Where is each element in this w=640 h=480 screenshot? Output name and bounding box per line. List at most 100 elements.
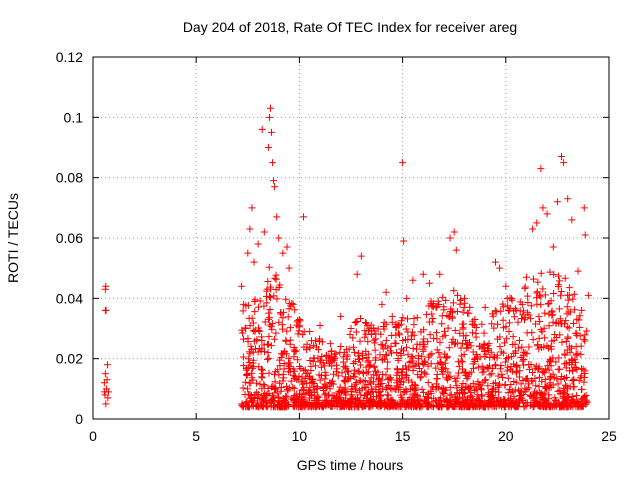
cloud-point	[529, 336, 537, 344]
cloud-point	[352, 318, 360, 326]
cloud-point	[289, 372, 297, 380]
cloud-point	[519, 351, 527, 359]
data-point	[533, 219, 541, 227]
cloud-point	[541, 291, 549, 299]
cloud-point	[436, 338, 444, 346]
cloud-point	[522, 402, 530, 410]
cloud-point	[509, 333, 517, 341]
cloud-point	[523, 386, 531, 394]
cloud-point	[541, 309, 549, 317]
cloud-point	[439, 333, 447, 341]
cloud-point	[253, 336, 261, 344]
cloud-point	[550, 270, 558, 278]
cloud-point	[570, 320, 578, 328]
cloud-point	[578, 306, 586, 314]
cloud-point	[541, 369, 549, 377]
cloud-point	[313, 384, 321, 392]
cloud-point	[239, 307, 247, 315]
cloud-point	[380, 355, 388, 363]
cloud-point	[565, 308, 573, 316]
cloud-point	[433, 329, 441, 337]
cloud-point	[271, 378, 279, 386]
cloud-point	[282, 295, 290, 303]
cloud-point	[280, 374, 288, 382]
cloud-point	[459, 340, 467, 348]
data-point	[279, 249, 287, 257]
cloud-point	[265, 369, 273, 377]
cloud-point	[315, 338, 323, 346]
cloud-point	[519, 357, 527, 365]
cloud-point	[285, 401, 293, 409]
cloud-point	[382, 385, 390, 393]
cloud-point	[404, 351, 412, 359]
cloud-point	[549, 354, 557, 362]
cloud-point	[437, 394, 445, 402]
cloud-point	[367, 374, 375, 382]
cloud-point	[447, 400, 455, 408]
cloud-point	[404, 315, 411, 323]
cloud-point	[294, 330, 302, 338]
data-point	[580, 204, 588, 212]
cloud-point	[315, 371, 323, 379]
x-tick-label: 10	[292, 428, 308, 444]
cloud-point	[552, 401, 560, 409]
cloud-point	[461, 336, 469, 344]
cloud-point	[501, 402, 509, 410]
cloud-point	[317, 363, 325, 371]
cloud-point	[356, 337, 364, 345]
cloud-point	[279, 314, 287, 322]
cloud-point	[430, 403, 438, 411]
cloud-point	[274, 366, 282, 374]
cloud-point	[527, 302, 535, 310]
cloud-point	[557, 288, 565, 295]
cloud-point	[442, 395, 450, 403]
cloud-point	[251, 297, 259, 305]
cloud-point	[516, 392, 524, 400]
data-point	[491, 258, 499, 266]
cloud-point	[243, 371, 251, 379]
cloud-point	[289, 396, 297, 404]
y-tick-label: 0.06	[56, 230, 83, 246]
cloud-point	[388, 349, 395, 357]
cloud-point	[241, 378, 249, 386]
cloud-point	[285, 354, 293, 362]
cloud-point	[433, 402, 441, 410]
cloud-point	[498, 370, 506, 378]
cloud-point	[451, 326, 459, 334]
cloud-point	[490, 324, 498, 332]
cloud-point	[270, 402, 278, 410]
cloud-point	[518, 314, 526, 322]
cloud-point	[239, 329, 247, 337]
cloud-point	[443, 311, 451, 319]
cloud-point	[460, 303, 468, 311]
cloud-point	[546, 403, 554, 411]
cloud-point	[309, 375, 317, 383]
cloud-point	[547, 383, 555, 391]
cloud-point	[382, 400, 390, 408]
cloud-point	[353, 318, 361, 326]
cloud-point	[513, 361, 521, 369]
cloud-point	[377, 398, 385, 406]
cloud-point	[413, 314, 421, 322]
data-point	[512, 306, 520, 314]
cloud-point	[332, 368, 340, 376]
cloud-point	[407, 402, 415, 410]
cloud-point	[532, 382, 540, 390]
cloud-point	[260, 302, 268, 310]
data-point	[560, 159, 568, 167]
cloud-point	[409, 344, 417, 352]
cloud-point	[577, 365, 585, 373]
cloud-point	[578, 385, 586, 393]
cloud-point	[583, 327, 591, 335]
cloud-point	[536, 318, 544, 326]
cloud-point	[503, 295, 511, 303]
cloud-point	[405, 401, 413, 409]
data-point	[353, 270, 361, 278]
cloud-point	[563, 374, 571, 381]
cloud-point	[270, 393, 278, 401]
cloud-point	[377, 397, 385, 405]
cloud-point	[307, 402, 315, 410]
cloud-point	[393, 365, 401, 373]
cloud-point	[494, 372, 502, 380]
cloud-point	[415, 364, 423, 372]
